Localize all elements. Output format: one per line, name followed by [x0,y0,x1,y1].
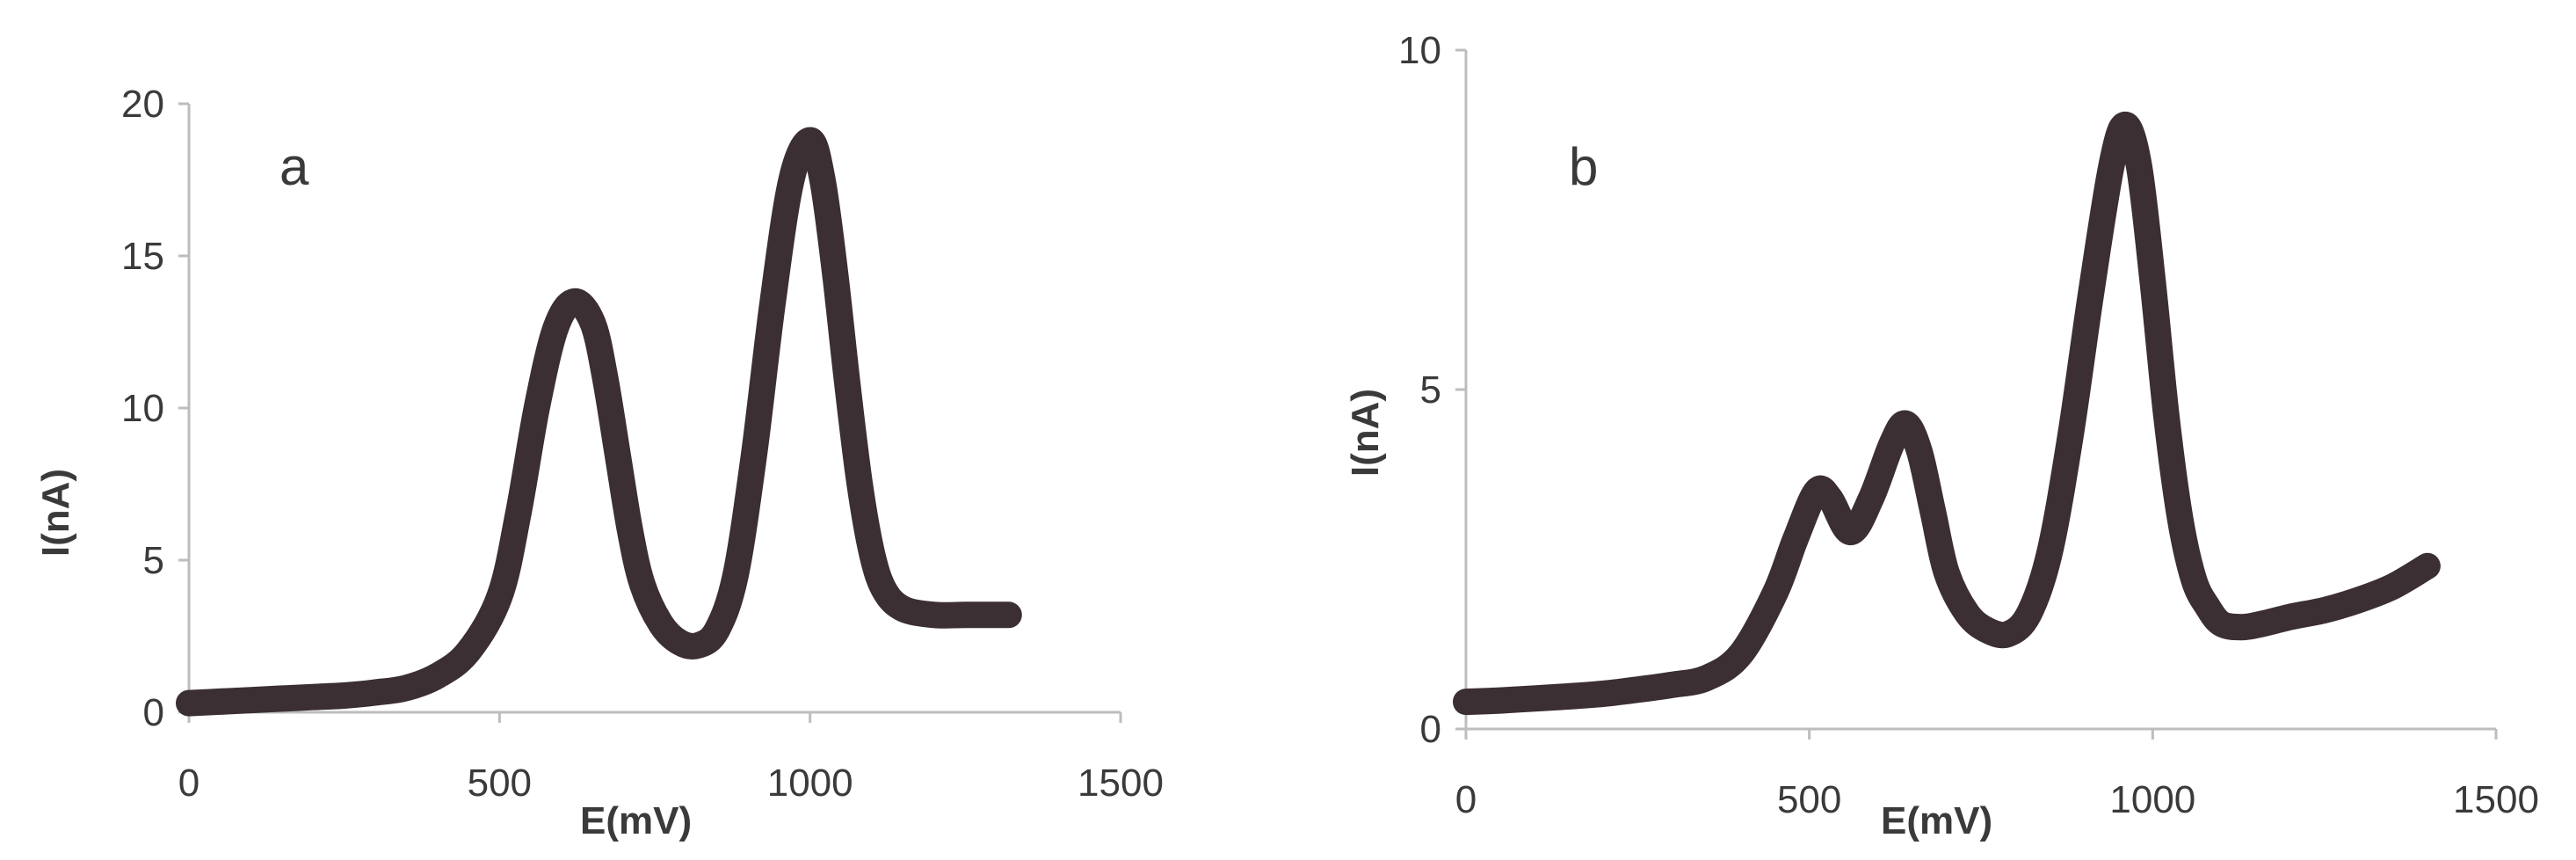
panel-b-y-tick-label: 10 [1398,29,1441,72]
panel-a-series-line [176,127,1022,717]
panel-a-y-tick-label: 0 [143,691,164,734]
panel-a-x-axis-label: E(mV) [580,799,692,842]
panel-b-series-line [1453,111,2441,716]
panel-a-y-tick-label: 15 [121,235,164,278]
panel-b-x-tick-label: 1000 [2109,778,2195,821]
panel-b: b E(mV) I(nA) 0 500 1000 1500 0 5 10 [1344,29,2539,842]
panel-a-y-axis-label: I(nA) [34,469,77,557]
panel-b-y-tick-label: 5 [1420,368,1441,412]
panel-a-x-tick-label: 500 [468,762,532,805]
panel-a-y-tick-label: 20 [121,83,164,126]
panel-b-x-tick-label: 0 [1455,778,1477,821]
panel-a-x-tick-label: 0 [178,762,200,805]
panel-a: a E(mV) I(nA) 0 500 1000 1500 0 5 10 15 20 [34,83,1164,842]
panel-b-y-tick-label: 0 [1420,708,1441,751]
panel-b-label: b [1569,137,1598,196]
panel-a-label: a [279,137,309,196]
panel-b-x-tick-label: 500 [1777,778,1841,821]
panel-a-y-tick-label: 10 [121,387,164,430]
panel-b-x-axis-label: E(mV) [1881,799,1992,842]
panel-a-x-tick-label: 1500 [1078,762,1164,805]
panel-a-x-tick-label: 1000 [767,762,853,805]
panel-b-x-tick-label: 1500 [2453,778,2539,821]
panel-a-y-tick-label: 5 [143,539,164,582]
panel-b-y-axis-label: I(nA) [1344,389,1387,477]
